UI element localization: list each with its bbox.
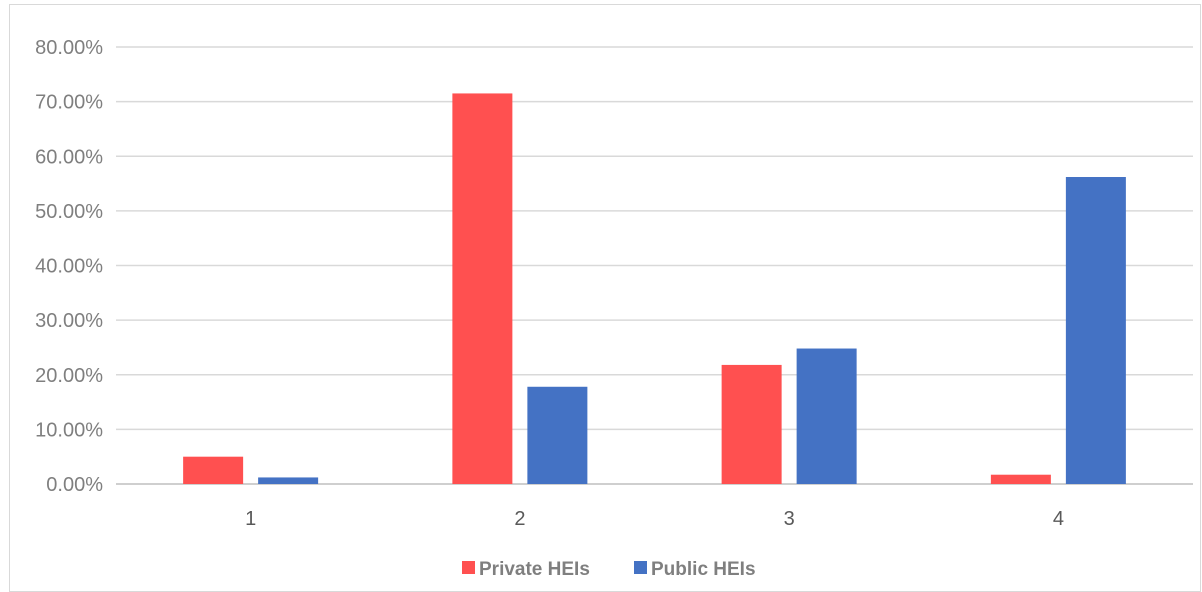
x-tick-label: 2 bbox=[514, 508, 525, 530]
y-tick-label: 30.00% bbox=[35, 310, 103, 332]
legend: Private HEIs Public HEIs bbox=[462, 559, 756, 580]
gridlines bbox=[116, 46, 1193, 485]
y-tick-label: 50.00% bbox=[35, 201, 103, 223]
legend-label: Private HEIs bbox=[479, 559, 590, 580]
bar-public-heis-1 bbox=[258, 477, 319, 484]
bars bbox=[183, 93, 1126, 485]
x-tick-label: 1 bbox=[245, 508, 256, 530]
bar-public-heis-2 bbox=[527, 386, 588, 484]
bar-private-heis-4 bbox=[990, 474, 1051, 484]
y-tick-label: 0.00% bbox=[46, 474, 103, 496]
y-axis-tick-labels: 0.00% 10.00% 20.00% 30.00% 40.00% 50.00% 60.00… bbox=[35, 37, 103, 496]
x-tick-label: 3 bbox=[784, 508, 795, 530]
bar-private-heis-3 bbox=[721, 364, 782, 484]
y-tick-label: 10.00% bbox=[35, 419, 103, 441]
y-tick-label: 20.00% bbox=[35, 365, 103, 387]
bar-private-heis-2 bbox=[452, 93, 513, 485]
y-tick-label: 70.00% bbox=[35, 92, 103, 114]
legend-swatch bbox=[634, 561, 647, 574]
bar-public-heis-4 bbox=[1065, 177, 1126, 484]
y-tick-label: 60.00% bbox=[35, 146, 103, 168]
bar-public-heis-3 bbox=[796, 348, 857, 484]
y-tick-label: 40.00% bbox=[35, 256, 103, 278]
legend-label: Public HEIs bbox=[651, 559, 756, 580]
x-axis: 1 2 3 4 bbox=[245, 508, 1064, 530]
y-tick-label: 80.00% bbox=[35, 37, 103, 59]
x-tick-label: 4 bbox=[1053, 508, 1064, 530]
legend-swatch bbox=[462, 561, 475, 574]
bar-private-heis-1 bbox=[183, 456, 244, 484]
